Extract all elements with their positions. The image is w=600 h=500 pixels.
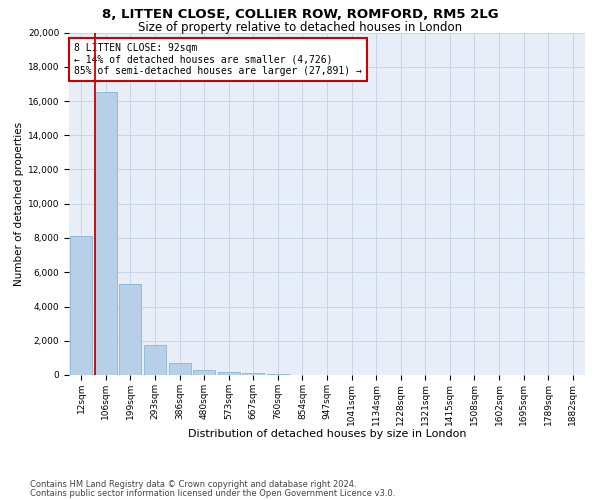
Bar [218,372,240,375]
Bar [70,236,92,375]
Bar [193,370,215,375]
Bar [169,363,191,375]
Text: Size of property relative to detached houses in London: Size of property relative to detached ho… [138,21,462,34]
Text: 8, LITTEN CLOSE, COLLIER ROW, ROMFORD, RM5 2LG: 8, LITTEN CLOSE, COLLIER ROW, ROMFORD, R… [101,8,499,20]
Bar [144,345,166,375]
Bar [242,374,265,375]
X-axis label: Distribution of detached houses by size in London: Distribution of detached houses by size … [188,429,466,439]
Bar [95,92,117,375]
Bar [119,284,142,375]
Bar [267,374,289,375]
Text: 8 LITTEN CLOSE: 92sqm
← 14% of detached houses are smaller (4,726)
85% of semi-d: 8 LITTEN CLOSE: 92sqm ← 14% of detached … [74,43,362,76]
Text: Contains public sector information licensed under the Open Government Licence v3: Contains public sector information licen… [30,488,395,498]
Y-axis label: Number of detached properties: Number of detached properties [14,122,23,286]
Text: Contains HM Land Registry data © Crown copyright and database right 2024.: Contains HM Land Registry data © Crown c… [30,480,356,489]
